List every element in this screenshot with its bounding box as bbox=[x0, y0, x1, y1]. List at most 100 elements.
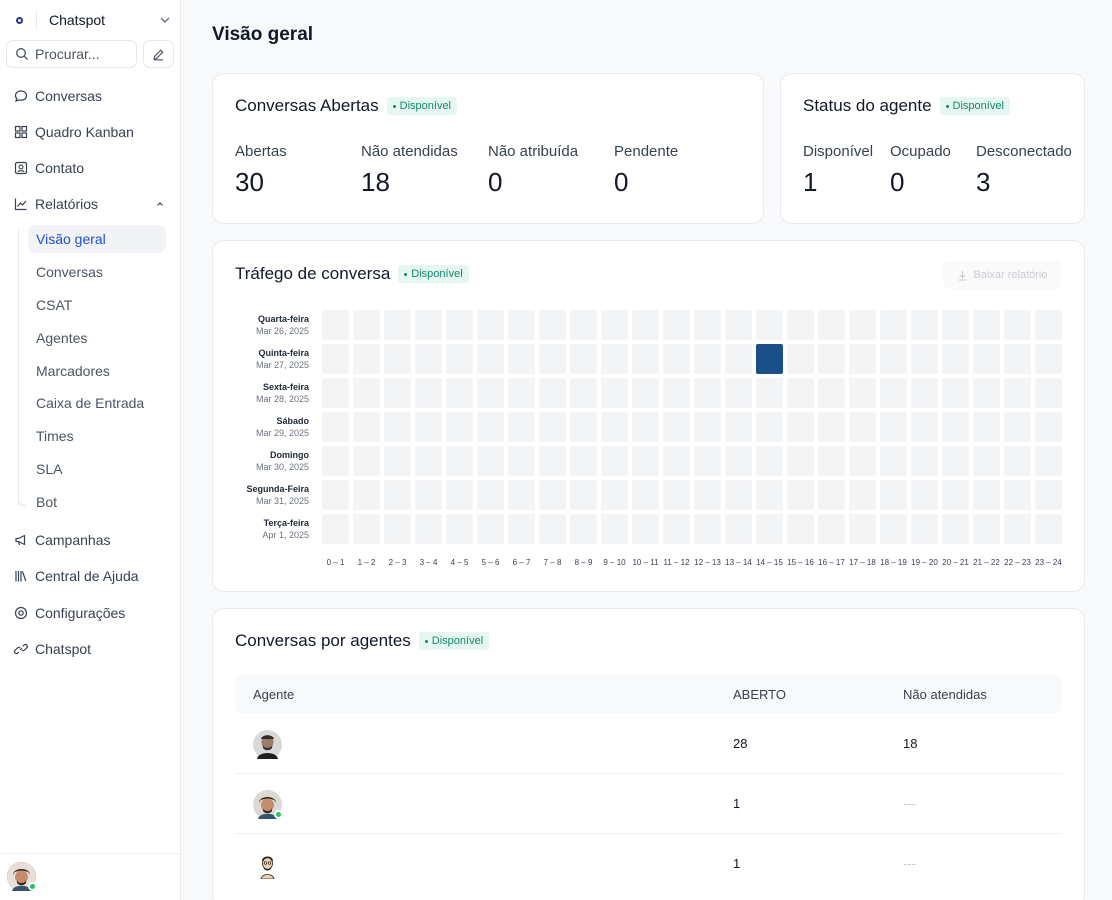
heatmap-cell[interactable] bbox=[663, 412, 690, 442]
heatmap-cell[interactable] bbox=[384, 514, 411, 544]
heatmap-cell-active[interactable] bbox=[756, 344, 783, 374]
heatmap-cell[interactable] bbox=[601, 480, 628, 510]
heatmap-cell[interactable] bbox=[787, 480, 814, 510]
heatmap-cell[interactable] bbox=[725, 514, 752, 544]
heatmap-cell[interactable] bbox=[818, 480, 845, 510]
heatmap-cell[interactable] bbox=[849, 310, 876, 340]
heatmap-cell[interactable] bbox=[384, 310, 411, 340]
heatmap-cell[interactable] bbox=[446, 480, 473, 510]
heatmap-cell[interactable] bbox=[446, 446, 473, 476]
sub-item-csat[interactable]: CSAT bbox=[36, 297, 73, 313]
heatmap-cell[interactable] bbox=[849, 514, 876, 544]
heatmap-cell[interactable] bbox=[446, 514, 473, 544]
heatmap-cell[interactable] bbox=[663, 310, 690, 340]
heatmap-cell[interactable] bbox=[756, 378, 783, 408]
heatmap-cell[interactable] bbox=[508, 446, 535, 476]
heatmap-cell[interactable] bbox=[632, 378, 659, 408]
heatmap-cell[interactable] bbox=[353, 446, 380, 476]
search-input[interactable] bbox=[35, 46, 125, 62]
heatmap-cell[interactable] bbox=[942, 310, 969, 340]
heatmap-cell[interactable] bbox=[322, 480, 349, 510]
heatmap-cell[interactable] bbox=[632, 446, 659, 476]
heatmap-cell[interactable] bbox=[570, 344, 597, 374]
heatmap-cell[interactable] bbox=[973, 446, 1000, 476]
heatmap-cell[interactable] bbox=[384, 480, 411, 510]
heatmap-cell[interactable] bbox=[384, 446, 411, 476]
heatmap-cell[interactable] bbox=[1035, 378, 1062, 408]
heatmap-cell[interactable] bbox=[632, 412, 659, 442]
heatmap-cell[interactable] bbox=[1004, 514, 1031, 544]
heatmap-cell[interactable] bbox=[508, 310, 535, 340]
heatmap-cell[interactable] bbox=[477, 344, 504, 374]
nav-item-central-de-ajuda[interactable]: Central de Ajuda bbox=[8, 563, 173, 589]
heatmap-cell[interactable] bbox=[787, 412, 814, 442]
heatmap-cell[interactable] bbox=[942, 412, 969, 442]
heatmap-cell[interactable] bbox=[663, 344, 690, 374]
heatmap-cell[interactable] bbox=[446, 412, 473, 442]
heatmap-cell[interactable] bbox=[632, 344, 659, 374]
heatmap-cell[interactable] bbox=[353, 344, 380, 374]
heatmap-cell[interactable] bbox=[756, 480, 783, 510]
heatmap-cell[interactable] bbox=[601, 344, 628, 374]
heatmap-cell[interactable] bbox=[880, 446, 907, 476]
heatmap-cell[interactable] bbox=[880, 378, 907, 408]
heatmap-cell[interactable] bbox=[849, 480, 876, 510]
heatmap-cell[interactable] bbox=[942, 378, 969, 408]
heatmap-cell[interactable] bbox=[694, 344, 721, 374]
heatmap-cell[interactable] bbox=[601, 514, 628, 544]
heatmap-cell[interactable] bbox=[942, 480, 969, 510]
heatmap-cell[interactable] bbox=[725, 378, 752, 408]
heatmap-cell[interactable] bbox=[477, 446, 504, 476]
heatmap-cell[interactable] bbox=[632, 480, 659, 510]
heatmap-cell[interactable] bbox=[539, 310, 566, 340]
heatmap-cell[interactable] bbox=[694, 480, 721, 510]
heatmap-cell[interactable] bbox=[415, 514, 442, 544]
heatmap-cell[interactable] bbox=[942, 514, 969, 544]
heatmap-cell[interactable] bbox=[725, 344, 752, 374]
heatmap-cell[interactable] bbox=[415, 446, 442, 476]
heatmap-cell[interactable] bbox=[353, 310, 380, 340]
nav-item-chatspot[interactable]: Chatspot bbox=[8, 636, 173, 662]
heatmap-cell[interactable] bbox=[601, 310, 628, 340]
heatmap-cell[interactable] bbox=[570, 412, 597, 442]
heatmap-cell[interactable] bbox=[508, 412, 535, 442]
heatmap-cell[interactable] bbox=[322, 412, 349, 442]
heatmap-cell[interactable] bbox=[725, 310, 752, 340]
heatmap-cell[interactable] bbox=[725, 412, 752, 442]
heatmap-cell[interactable] bbox=[818, 412, 845, 442]
table-row[interactable]: 1 --- bbox=[235, 834, 1062, 894]
heatmap-cell[interactable] bbox=[787, 514, 814, 544]
table-row[interactable]: 28 18 bbox=[235, 714, 1062, 774]
heatmap-cell[interactable] bbox=[849, 412, 876, 442]
heatmap-cell[interactable] bbox=[477, 310, 504, 340]
heatmap-cell[interactable] bbox=[942, 446, 969, 476]
heatmap-cell[interactable] bbox=[353, 412, 380, 442]
heatmap-cell[interactable] bbox=[477, 412, 504, 442]
heatmap-cell[interactable] bbox=[1035, 310, 1062, 340]
heatmap-cell[interactable] bbox=[632, 514, 659, 544]
heatmap-cell[interactable] bbox=[477, 378, 504, 408]
heatmap-cell[interactable] bbox=[322, 514, 349, 544]
heatmap-cell[interactable] bbox=[694, 446, 721, 476]
heatmap-cell[interactable] bbox=[353, 378, 380, 408]
heatmap-cell[interactable] bbox=[353, 514, 380, 544]
heatmap-cell[interactable] bbox=[415, 480, 442, 510]
heatmap-cell[interactable] bbox=[787, 310, 814, 340]
heatmap-cell[interactable] bbox=[322, 310, 349, 340]
heatmap-cell[interactable] bbox=[508, 344, 535, 374]
heatmap-cell[interactable] bbox=[508, 480, 535, 510]
heatmap-cell[interactable] bbox=[663, 378, 690, 408]
heatmap-cell[interactable] bbox=[477, 514, 504, 544]
heatmap-cell[interactable] bbox=[880, 514, 907, 544]
heatmap-cell[interactable] bbox=[322, 446, 349, 476]
heatmap-cell[interactable] bbox=[756, 446, 783, 476]
heatmap-cell[interactable] bbox=[756, 412, 783, 442]
heatmap-cell[interactable] bbox=[1004, 446, 1031, 476]
heatmap-cell[interactable] bbox=[849, 378, 876, 408]
heatmap-cell[interactable] bbox=[1035, 446, 1062, 476]
heatmap-cell[interactable] bbox=[880, 412, 907, 442]
heatmap-cell[interactable] bbox=[787, 378, 814, 408]
heatmap-cell[interactable] bbox=[1004, 344, 1031, 374]
heatmap-cell[interactable] bbox=[539, 412, 566, 442]
search-box[interactable] bbox=[6, 40, 137, 68]
